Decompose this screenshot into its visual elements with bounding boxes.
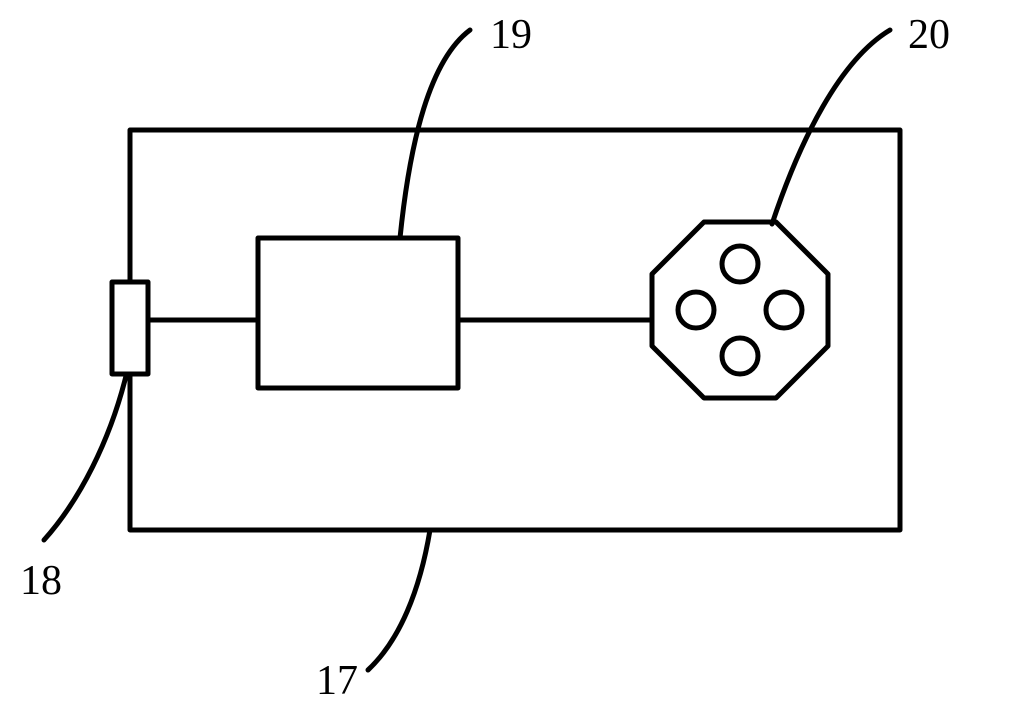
leader-l17 [368, 530, 430, 670]
octagon-hole-2 [678, 292, 714, 328]
label-l17: 17 [316, 658, 358, 704]
octagon-hole-3 [766, 292, 802, 328]
technical-diagram: 19 20 18 17 [0, 0, 1012, 707]
leader-l18 [44, 376, 126, 540]
octagon-hole-4 [722, 338, 758, 374]
inner-block [258, 238, 458, 388]
label-l18: 18 [20, 558, 62, 604]
label-l20: 20 [908, 12, 950, 58]
octagon-hole-1 [722, 246, 758, 282]
left-tab [112, 282, 148, 374]
label-l19: 19 [490, 12, 532, 58]
